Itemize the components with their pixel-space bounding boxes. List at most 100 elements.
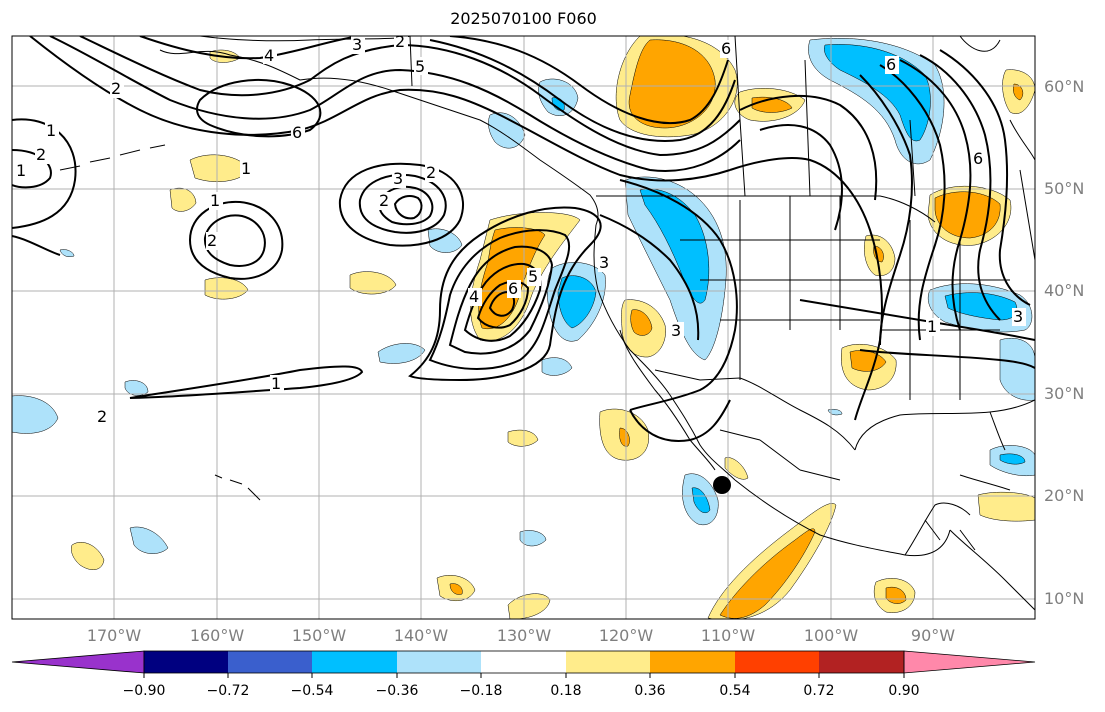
border-us-mexico — [654, 369, 856, 451]
coast-alaska — [159, 49, 599, 226]
shade-yellow-small11 — [977, 491, 1035, 522]
contour-label: 2 — [36, 145, 46, 164]
contour-big-3 — [448, 245, 554, 355]
coast-aleut-islands — [59, 144, 166, 171]
map-title: 2025070100 F060 — [450, 9, 597, 28]
colorbar-tick-label: −0.54 — [290, 683, 334, 699]
colorbar-bin — [144, 651, 228, 673]
colorbar-tick-label: 0.90 — [888, 683, 920, 699]
lat-label: 20°N — [1044, 486, 1085, 505]
contour-label: 6 — [973, 149, 983, 168]
shade-yellow-small10 — [724, 457, 749, 480]
contour-1-mid — [129, 365, 364, 399]
colorbar-tick-label: 0.54 — [719, 683, 751, 699]
shade-lightblue-mid3 — [541, 357, 573, 376]
contour-label: 1 — [210, 191, 220, 210]
contour-label: 6 — [721, 39, 731, 58]
contour-big-1 — [408, 206, 602, 382]
contour-label: 1 — [927, 317, 937, 336]
shade-yellow-small5 — [349, 271, 397, 295]
colorbar-bin — [819, 651, 904, 673]
coast-mexico — [734, 479, 951, 557]
contour-upper-5 — [429, 39, 736, 142]
lon-label: 110°W — [700, 626, 756, 645]
coast-cuba — [959, 474, 1011, 491]
shade-lightblue-east — [999, 337, 1035, 401]
contour-label: 3 — [1013, 307, 1023, 326]
contour-label: 3 — [671, 321, 681, 340]
colorbar-tick-label: −0.72 — [206, 683, 250, 699]
contour-label: 5 — [415, 57, 425, 76]
lat-label: 60°N — [1044, 77, 1085, 96]
contour-low-mid-1 — [338, 162, 465, 247]
lat-label: 30°N — [1044, 384, 1085, 403]
shade-lightblue-ak — [488, 112, 526, 149]
colorbar-bin — [735, 651, 819, 673]
lat-label: 50°N — [1044, 179, 1085, 198]
shade-lightblue-west3 — [124, 380, 149, 396]
colorbar-bin — [312, 651, 397, 673]
colorbar-bin — [566, 651, 650, 673]
shade-orange-greatlakes — [934, 191, 1001, 239]
contour-label: 5 — [528, 267, 538, 286]
border-us-canada — [596, 195, 936, 223]
contour-label: 1 — [241, 159, 251, 178]
contour-2-nw — [12, 149, 52, 189]
contour-ne-1 — [899, 59, 972, 331]
colorbar-tick-label: 0.18 — [550, 683, 582, 699]
contour-3-left — [203, 214, 266, 267]
colorbar-tick-label: 0.36 — [634, 683, 666, 699]
contour-label: 6 — [508, 279, 518, 298]
coast-alaska-north — [199, 36, 411, 42]
contour-east-1 — [729, 157, 883, 421]
contour-label: 4 — [264, 46, 274, 65]
contour-se-1 — [859, 349, 1035, 369]
contour-label: 2 — [395, 32, 405, 51]
shade-yellow-small1 — [169, 187, 197, 212]
map-frame — [11, 35, 1036, 620]
shade-lightblue-mid1 — [427, 228, 463, 253]
map-area: 4 3 2 5 6 2 1 2 2 1 3 2 1 2 — [12, 32, 1035, 619]
shade-lightblue-mid2 — [377, 343, 426, 364]
shade-orange-baja — [630, 309, 653, 336]
coast-hawaii — [214, 474, 261, 501]
coast-florida — [989, 411, 1006, 451]
shade-lightblue-small5 — [59, 249, 75, 257]
colorbar-bin — [397, 651, 481, 673]
contour-low-mid-2 — [358, 174, 447, 234]
contour-north-2 — [759, 124, 843, 231]
colorbar-min-extend — [11, 650, 145, 674]
contour-label: 2 — [379, 191, 389, 210]
contour-ne-2 — [919, 54, 1001, 321]
contour-label: 2 — [426, 163, 436, 182]
shade-orange-alaska — [628, 39, 716, 129]
contour-label: 2 — [207, 231, 217, 250]
lon-label: 140°W — [393, 626, 449, 645]
contour-label: 2 — [97, 407, 107, 426]
coast-central-am — [949, 529, 1035, 611]
contour-east-3 — [629, 399, 731, 442]
colorbar — [11, 650, 1036, 678]
contour-big-6 — [488, 290, 516, 317]
contour-label: 6 — [886, 55, 896, 74]
lat-label: 10°N — [1044, 589, 1085, 608]
contour-ne-5 — [859, 74, 913, 346]
coast-east — [1019, 169, 1035, 261]
contour-label: 3 — [352, 35, 362, 54]
contour-upper-4 — [139, 36, 361, 60]
lon-label: 100°W — [803, 626, 859, 645]
lon-label: 90°W — [910, 626, 956, 645]
contour-big-2 — [428, 229, 571, 370]
contour-label: 1 — [46, 121, 56, 140]
lon-label: 120°W — [598, 626, 654, 645]
colorbar-tick-label: 0.72 — [803, 683, 835, 699]
contour-6-low — [196, 79, 322, 138]
coast-gulf — [854, 399, 1035, 451]
contour-east-2 — [619, 179, 738, 411]
contour-1-nw — [12, 118, 77, 229]
coast-hudson — [959, 36, 1001, 52]
coast-labrador — [1009, 119, 1035, 161]
contour-upper-1 — [29, 36, 731, 182]
contour-label: 3 — [393, 169, 403, 188]
